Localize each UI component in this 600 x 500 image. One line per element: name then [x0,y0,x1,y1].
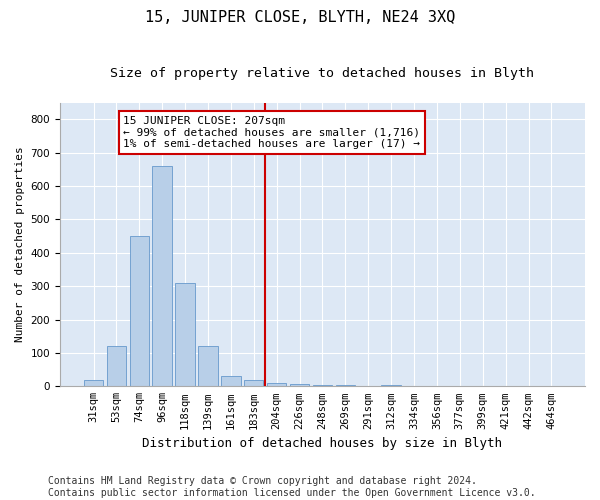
Bar [335,384,355,386]
Bar [198,346,218,387]
Title: Size of property relative to detached houses in Blyth: Size of property relative to detached ho… [110,68,535,80]
Bar [130,236,149,386]
Bar [290,384,309,386]
Bar [152,166,172,386]
Y-axis label: Number of detached properties: Number of detached properties [15,146,25,342]
Bar [107,346,126,387]
Bar [382,384,401,386]
Text: Contains HM Land Registry data © Crown copyright and database right 2024.
Contai: Contains HM Land Registry data © Crown c… [48,476,536,498]
Bar [221,376,241,386]
Bar [244,380,263,386]
Bar [267,383,286,386]
Bar [84,380,103,386]
X-axis label: Distribution of detached houses by size in Blyth: Distribution of detached houses by size … [142,437,502,450]
Text: 15 JUNIPER CLOSE: 207sqm
← 99% of detached houses are smaller (1,716)
1% of semi: 15 JUNIPER CLOSE: 207sqm ← 99% of detach… [123,116,420,149]
Bar [175,283,195,387]
Text: 15, JUNIPER CLOSE, BLYTH, NE24 3XQ: 15, JUNIPER CLOSE, BLYTH, NE24 3XQ [145,10,455,25]
